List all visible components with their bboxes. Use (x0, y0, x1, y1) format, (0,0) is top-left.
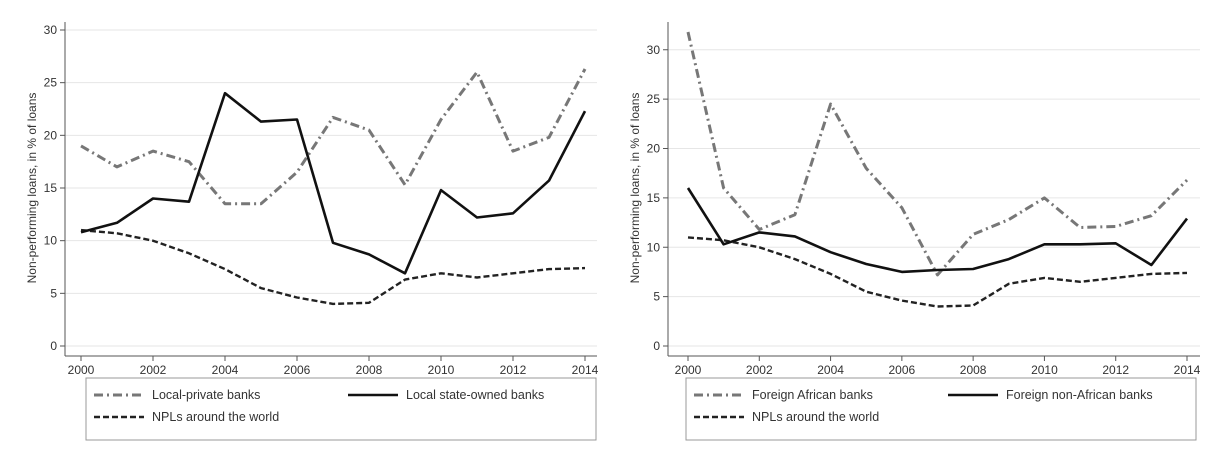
x-tick-label: 2006 (889, 363, 916, 377)
y-tick-label: 25 (44, 76, 58, 90)
x-tick-label: 2010 (428, 363, 455, 377)
series-line-1 (686, 187, 1189, 274)
y-tick-label: 15 (44, 181, 58, 195)
series-line-0 (686, 31, 1189, 277)
legend (85, 377, 597, 441)
y-tick-label: 0 (50, 339, 57, 353)
series-line-2 (687, 236, 1188, 308)
chart-left: 0 5 10 15 20 25 30 2000 2002 2004 2006 2008 2010 2012… (25, 22, 599, 441)
plot-area (65, 22, 597, 356)
y-tick-label: 5 (50, 286, 57, 300)
x-tick-label: 2004 (817, 363, 844, 377)
y-tick-label: 0 (653, 339, 660, 353)
x-tick-label: 2008 (356, 363, 383, 377)
legend-label-0: Foreign African banks (752, 388, 873, 402)
y-tick-label: 5 (653, 290, 660, 304)
x-tick-label: 2012 (1102, 363, 1129, 377)
x-tick-label: 2000 (675, 363, 702, 377)
legend (685, 377, 1197, 441)
series-line-2 (80, 228, 586, 306)
chart-panel-left: 0 5 10 15 20 25 30 2000 2002 2004 2006 2008 2010 2012… (0, 0, 603, 444)
y-tick-label: 30 (647, 43, 661, 57)
plot-area (668, 22, 1200, 356)
y-axis-label: Non-performing loans, in % of loans (628, 93, 642, 284)
y-tick-label: 25 (647, 92, 661, 106)
y-tick-label: 15 (647, 191, 661, 205)
y-tick-label: 10 (44, 234, 58, 248)
x-tick-label: 2000 (68, 363, 95, 377)
x-tick-label: 2012 (500, 363, 527, 377)
legend-label-1: Local state-owned banks (406, 388, 544, 402)
y-tick-label: 10 (647, 240, 661, 254)
x-tick-label: 2002 (746, 363, 773, 377)
legend-label-0: Local-private banks (152, 388, 260, 402)
legend-label-2: NPLs around the world (752, 410, 879, 424)
series-line-1 (80, 91, 587, 275)
legend-label-2: NPLs around the world (152, 410, 279, 424)
chart-panel-right: 0 5 10 15 20 25 30 2000 2002 2004 2006 2008 2010 2012… (603, 0, 1206, 444)
x-tick-label: 2002 (140, 363, 167, 377)
series-line-0 (80, 68, 587, 206)
chart-right: 0 5 10 15 20 25 30 2000 2002 2004 2006 2008 2010 2012… (628, 22, 1201, 441)
x-tick-label: 2010 (1031, 363, 1058, 377)
y-tick-label: 20 (44, 128, 58, 142)
x-tick-label: 2014 (572, 363, 599, 377)
x-tick-label: 2008 (960, 363, 987, 377)
y-tick-label: 30 (44, 23, 58, 37)
y-tick-label: 20 (647, 142, 661, 156)
x-tick-label: 2014 (1174, 363, 1201, 377)
x-tick-label: 2004 (212, 363, 239, 377)
legend-label-1: Foreign non-African banks (1006, 388, 1153, 402)
x-tick-label: 2006 (284, 363, 311, 377)
y-axis-label: Non-performing loans, in % of loans (25, 93, 39, 284)
